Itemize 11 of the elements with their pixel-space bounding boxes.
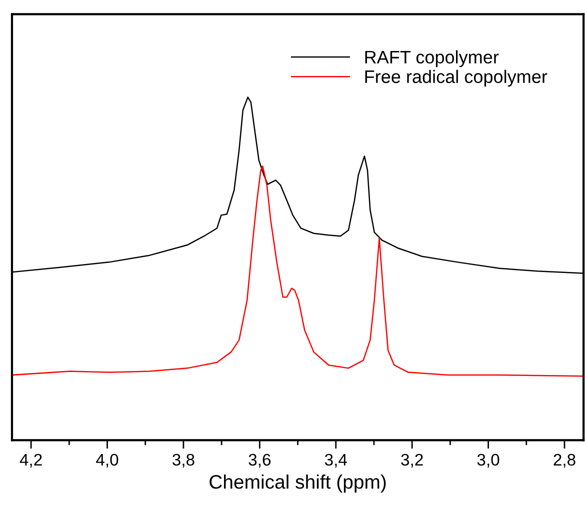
x-tick-label: 3,4 [324, 454, 347, 468]
x-tick-label: 3,8 [172, 454, 194, 468]
x-tick-label: 4,0 [96, 454, 118, 468]
legend-label: RAFT copolymer [365, 50, 499, 68]
x-tick-label: 4,2 [20, 454, 42, 468]
x-tick-label: 3,0 [477, 454, 500, 468]
x-tick-label: 3,2 [401, 454, 423, 468]
x-axis-title: Chemical shift (ppm) [210, 474, 386, 493]
x-tick-label: 3,6 [248, 454, 271, 468]
x-tick-label: 2,8 [554, 454, 576, 468]
legend-label: Free radical copolymer [365, 70, 548, 87]
